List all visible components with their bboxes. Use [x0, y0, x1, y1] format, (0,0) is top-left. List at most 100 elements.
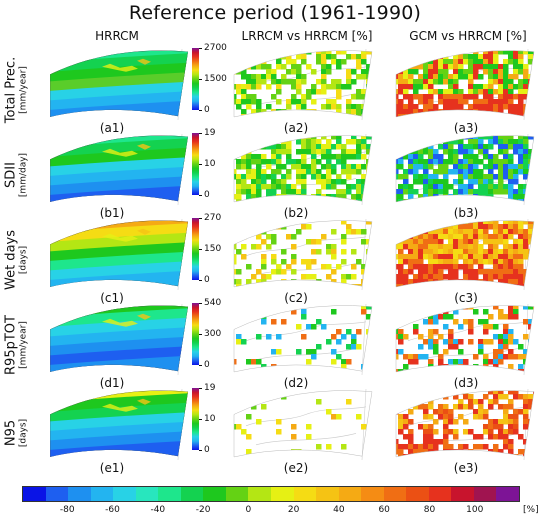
- colorbar-segment: [428, 487, 452, 501]
- colorbar-tick-label: 0: [204, 275, 210, 285]
- percent-tick-label: -40: [150, 505, 166, 515]
- colorbar-tick-label: 0: [204, 190, 210, 200]
- map-panel-lrrcm-diff: [226, 214, 376, 290]
- colorbar-segment: [406, 487, 429, 501]
- colorbar-segment: [316, 487, 339, 501]
- colorbar-segment: [203, 487, 226, 501]
- panel-label: (a3): [453, 121, 479, 135]
- panel-label: (a1): [99, 121, 125, 135]
- map-panel-gcm-diff: [388, 299, 538, 375]
- colorbar-segment: [338, 487, 362, 501]
- percent-tick-label: 80: [423, 505, 436, 515]
- colorbar-tick-label: 0: [204, 360, 210, 370]
- colorbar-tick-mark: [199, 419, 202, 420]
- colorbar-tick-label: 10: [204, 159, 216, 169]
- colorbar-segment: [271, 487, 294, 501]
- colorbar-segment: [451, 487, 474, 501]
- percent-tick-label: -20: [195, 505, 211, 515]
- map-panel-gcm-diff: [388, 384, 538, 460]
- colorbar-tick-label: 0: [204, 445, 210, 455]
- panel-label: (e1): [99, 461, 125, 475]
- colorbar-tick-label: 270: [204, 213, 222, 223]
- row-colorbar: 540 300 0: [192, 299, 221, 370]
- colorbar-segment: [225, 487, 249, 501]
- column-header-lrrcm: LRRCM vs HRRCM [%]: [241, 29, 373, 43]
- colorbar-tick-mark: [199, 303, 202, 304]
- colorbar-tick-label: 300: [204, 329, 222, 339]
- percent-tick-label: -60: [105, 505, 120, 515]
- panel-label: (e2): [283, 461, 309, 475]
- map-panel-gcm-diff: [388, 44, 538, 120]
- row-label-r95ptot: R95pTOT [mm/year]: [3, 315, 29, 375]
- colorbar-tick-mark: [199, 388, 202, 389]
- colorbar-segment: [293, 487, 317, 501]
- row-colorbar: 19 10 0: [192, 129, 215, 200]
- colorbar-tick-label: 19: [204, 128, 216, 138]
- panel-label: (b1): [99, 206, 125, 220]
- colorbar-tick-mark: [199, 450, 202, 451]
- map-panel-hrrcm: [42, 214, 192, 290]
- colorbar-tick-label: 2700: [204, 43, 227, 53]
- colorbar-tick-label: 150: [204, 244, 222, 254]
- colorbar-tick-mark: [199, 164, 202, 165]
- map-panel-hrrcm: [42, 129, 192, 205]
- colorbar-tick-mark: [199, 249, 202, 250]
- map-panel-lrrcm-diff: [226, 299, 376, 375]
- colorbar-segment: [383, 487, 407, 501]
- percent-tick-label: 0: [245, 505, 252, 515]
- map-panel-hrrcm: [42, 44, 192, 120]
- panel-label: (d1): [99, 376, 125, 390]
- colorbar-tick-label: 0: [204, 105, 210, 115]
- colorbar-segment: [158, 487, 181, 501]
- percent-tick-label: 100: [466, 505, 484, 515]
- percent-tick-label: -80: [59, 505, 75, 515]
- colorbar-segment: [90, 487, 114, 501]
- column-header-gcm: GCM vs HRRCM [%]: [409, 29, 527, 43]
- map-panel-lrrcm-diff: [226, 384, 376, 460]
- row-label-total-prec: Total Prec. [mm/year]: [3, 56, 29, 124]
- percent-colorbar: [22, 486, 520, 502]
- colorbar-tick-mark: [199, 195, 202, 196]
- colorbar-tick-label: 19: [204, 383, 216, 393]
- panel-label: (d3): [453, 376, 479, 390]
- percent-colorbar-unit: [%]: [523, 505, 539, 515]
- row-label-sdii: SDII [mm/day]: [3, 152, 29, 198]
- colorbar-tick-mark: [199, 218, 202, 219]
- row-label-n95: N95 [days]: [3, 418, 29, 448]
- panel-label: (c1): [100, 291, 124, 305]
- map-panel-lrrcm-diff: [226, 44, 376, 120]
- panel-label: (a2): [283, 121, 309, 135]
- panel-label: (c2): [284, 291, 308, 305]
- percent-tick-label: 40: [333, 505, 345, 515]
- map-panel-gcm-diff: [388, 129, 538, 205]
- percent-colorbar-ticks: -80 -60 -40 -20 0 20 40 60 80 100: [0, 504, 550, 518]
- column-header-hrrcm: HRRCM: [95, 29, 139, 43]
- colorbar-segment: [45, 487, 69, 501]
- map-panel-hrrcm: [42, 384, 192, 460]
- colorbar-tick-mark: [199, 48, 202, 49]
- colorbar-segment: [113, 487, 136, 501]
- colorbar-segment: [473, 487, 497, 501]
- colorbar-tick-label: 1500: [204, 74, 227, 84]
- colorbar-tick-mark: [199, 79, 202, 80]
- colorbar-tick-mark: [199, 334, 202, 335]
- figure-title: Reference period (1961-1990): [128, 2, 422, 24]
- percent-tick-label: 60: [378, 505, 390, 515]
- panel-label: (b3): [453, 206, 479, 220]
- percent-tick-label: 20: [287, 505, 300, 515]
- colorbar-segment: [361, 487, 384, 501]
- panel-label: (b2): [283, 206, 309, 220]
- colorbar-tick-label: 10: [204, 414, 216, 424]
- row-colorbar: 270 150 0: [192, 214, 221, 285]
- colorbar-segment: [496, 487, 520, 501]
- colorbar-segment: [135, 487, 159, 501]
- row-colorbar: 19 10 0: [192, 384, 215, 455]
- colorbar-tick-mark: [199, 365, 202, 366]
- map-panel-lrrcm-diff: [226, 129, 376, 205]
- map-panel-hrrcm: [42, 299, 192, 375]
- colorbar-tick-mark: [199, 133, 202, 134]
- row-colorbar: 2700 1500 0: [192, 44, 227, 115]
- map-panel-gcm-diff: [388, 214, 538, 290]
- colorbar-tick-label: 540: [204, 298, 222, 308]
- colorbar-segment: [248, 487, 272, 501]
